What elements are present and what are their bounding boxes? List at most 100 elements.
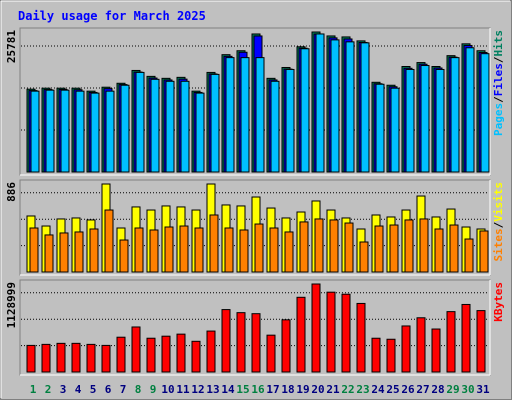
bar	[284, 231, 294, 273]
bar	[104, 209, 114, 273]
x-tick-label: 29	[446, 383, 459, 396]
bar	[270, 80, 280, 173]
bar	[146, 337, 156, 373]
bar	[449, 224, 459, 273]
bar	[176, 333, 186, 373]
legend: Sites/Visits	[492, 182, 505, 262]
legend-separator: /	[492, 96, 505, 103]
legend-entry: Sites	[492, 228, 505, 261]
bar	[465, 47, 475, 173]
bar	[165, 80, 175, 173]
bar	[480, 53, 490, 173]
bar	[30, 90, 40, 173]
bar	[269, 227, 279, 273]
bar	[326, 291, 336, 373]
bar	[254, 223, 264, 273]
bar	[330, 39, 340, 173]
x-tick-label: 25	[386, 383, 399, 396]
bar	[341, 293, 351, 373]
bar	[464, 238, 474, 273]
bar	[225, 57, 235, 173]
bar	[161, 335, 171, 373]
bar	[119, 239, 129, 273]
chart-title: Daily usage for March 2025	[18, 9, 206, 23]
bar	[105, 90, 115, 173]
bar	[431, 328, 441, 373]
bar	[281, 319, 291, 373]
bar	[26, 344, 36, 373]
x-tick-label: 26	[401, 383, 415, 396]
bar	[461, 303, 471, 373]
bar	[164, 226, 174, 273]
bar	[300, 48, 310, 173]
bar	[60, 89, 70, 173]
bar	[314, 218, 324, 273]
x-tick-label: 18	[281, 383, 294, 396]
bar	[120, 84, 130, 173]
x-tick-label: 9	[150, 383, 157, 396]
bar	[59, 232, 69, 273]
bar	[75, 90, 85, 173]
bar	[356, 302, 366, 373]
bar	[479, 230, 489, 273]
bar	[375, 83, 385, 173]
x-tick-label: 3	[60, 383, 67, 396]
bar	[191, 340, 201, 373]
bar	[210, 73, 220, 173]
bar	[240, 57, 250, 173]
bar	[131, 326, 141, 373]
bar	[285, 68, 295, 173]
bar	[299, 221, 309, 273]
bar	[149, 229, 159, 273]
bar	[41, 343, 51, 373]
bar	[239, 229, 249, 273]
x-tick-label: 20	[311, 383, 324, 396]
bar	[416, 317, 426, 373]
bar	[90, 92, 100, 173]
bar	[296, 296, 306, 373]
bar	[209, 214, 219, 273]
bar	[374, 225, 384, 273]
legend-entry: Hits	[492, 30, 505, 57]
bar	[390, 87, 400, 173]
bar	[476, 310, 486, 373]
x-tick-label: 16	[251, 383, 265, 396]
bar	[195, 92, 205, 173]
bar	[74, 231, 84, 273]
bar	[221, 309, 231, 373]
bar	[434, 228, 444, 273]
x-tick-label: 14	[221, 383, 235, 396]
bar	[29, 227, 39, 273]
x-tick-label: 15	[236, 383, 249, 396]
bar	[89, 228, 99, 273]
bar	[180, 80, 190, 173]
bar	[255, 57, 265, 173]
x-tick-label: 13	[206, 383, 219, 396]
bar	[150, 78, 160, 173]
bar	[56, 342, 66, 373]
bar	[435, 68, 445, 173]
x-tick-label: 23	[356, 383, 369, 396]
legend: KBytes	[492, 282, 505, 322]
bar	[101, 344, 111, 373]
bar	[179, 225, 189, 273]
legend-entry: KBytes	[492, 282, 505, 322]
x-tick-label: 10	[161, 383, 174, 396]
bar	[315, 33, 325, 173]
x-tick-label: 12	[191, 383, 204, 396]
bar	[194, 227, 204, 273]
x-tick-label: 7	[120, 383, 127, 396]
bar	[344, 222, 354, 273]
bar	[206, 330, 216, 373]
bar	[329, 219, 339, 273]
bar	[224, 227, 234, 273]
x-tick-label: 1	[30, 383, 37, 396]
x-tick-label: 27	[416, 383, 429, 396]
x-tick-label: 30	[461, 383, 474, 396]
legend-entry: Files	[492, 63, 505, 96]
y-tick-label: 25781	[5, 30, 18, 63]
bar	[389, 224, 399, 273]
x-tick-label: 22	[341, 383, 354, 396]
